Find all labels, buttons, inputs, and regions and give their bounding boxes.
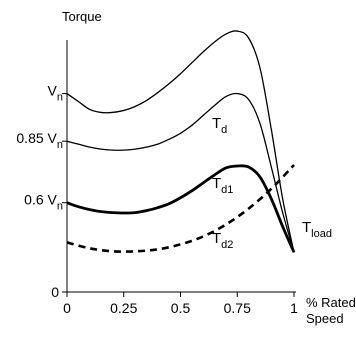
x-axis-title-line-1: % Rated xyxy=(306,295,356,310)
y-level-label: 0.6 Vn xyxy=(24,192,63,213)
x-tick-label: 1 xyxy=(290,300,298,316)
series-line-td1 xyxy=(66,92,295,253)
series-lines xyxy=(66,30,296,253)
y-axis-title: Torque xyxy=(62,9,102,24)
x-axis-title-line-2: Speed xyxy=(306,311,344,326)
series-label-td: Td xyxy=(212,115,227,136)
x-ticks: 0 0.25 0.5 0.75 1 xyxy=(63,292,298,316)
series-line-td2 xyxy=(66,164,296,253)
y-ticks: 0 xyxy=(51,284,67,300)
axes xyxy=(66,40,296,293)
series-line-td xyxy=(66,30,295,253)
y-level-labels: Vn 0.85 Vn 0.6 Vn xyxy=(16,83,67,213)
series-label-td1: Td1 xyxy=(212,175,233,196)
series-label-td2: Td2 xyxy=(212,230,233,251)
y-level-label: 0.85 Vn xyxy=(16,130,63,151)
series-line-tload xyxy=(66,164,295,253)
y-level-label: Vn xyxy=(48,83,63,104)
x-tick-label: 0 xyxy=(63,300,71,316)
x-tick-label: 0.75 xyxy=(224,300,251,316)
series-labels: Td Td1 Td2 Tload xyxy=(212,115,332,251)
x-tick-label: 0.25 xyxy=(110,300,137,316)
y-tick-label: 0 xyxy=(51,284,59,300)
x-tick-label: 0.5 xyxy=(171,300,191,316)
series-label-tload: Tload xyxy=(302,219,332,240)
